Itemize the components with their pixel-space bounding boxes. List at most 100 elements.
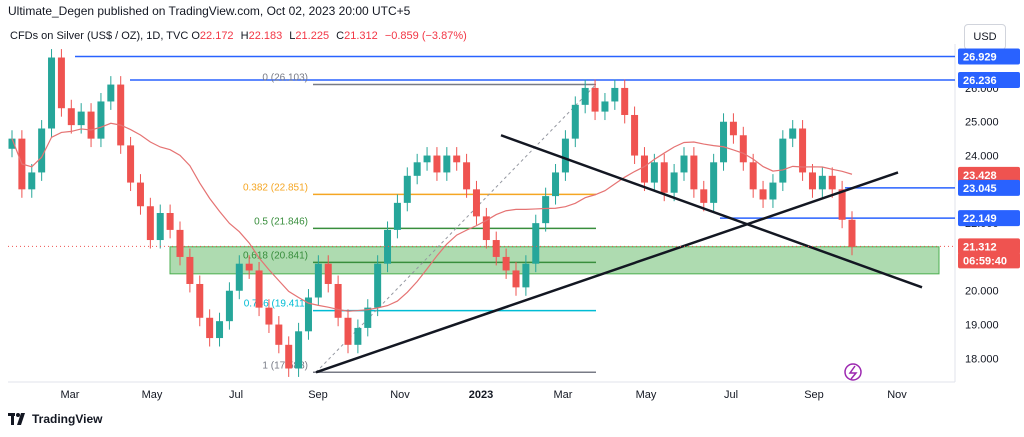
candle-body [206, 317, 214, 339]
candle-body [720, 121, 728, 163]
price-scale-badge [958, 166, 1020, 183]
y-tick-label: 25.000 [965, 117, 999, 129]
candle-body [433, 155, 441, 173]
price-scale-label: 23.428 [963, 170, 997, 182]
lightning-icon [844, 363, 862, 381]
price-scale-badge [958, 252, 1020, 269]
tradingview-icon [8, 413, 25, 425]
candle-body [532, 223, 540, 264]
candle-body [344, 317, 352, 345]
candle-body [650, 162, 658, 183]
candle-body [818, 175, 826, 190]
candle-body [453, 155, 461, 163]
rising-trendline [315, 171, 899, 374]
price-scale-badge [958, 210, 1020, 227]
candle-body [403, 175, 411, 203]
x-tick-label: Sep [308, 389, 328, 401]
low-value: 21.225 [295, 30, 330, 42]
candle-body [176, 229, 184, 257]
candle-body [621, 87, 629, 115]
lightning-bolt-icon [848, 365, 858, 380]
x-tick-label: 2023 [469, 389, 493, 401]
publisher-header: Ultimate_Degen published on TradingView.… [8, 4, 411, 18]
change-value: −0.859 (−3.87%) [384, 30, 467, 42]
tradingview-logo[interactable]: TradingView [8, 412, 102, 426]
open-value: 22.172 [199, 30, 234, 42]
price-scale-badge [958, 48, 1020, 65]
candle-body [413, 162, 421, 176]
fib-level-label: 0.382 (22.851) [243, 182, 308, 193]
candle-body [384, 229, 392, 264]
candle-body [304, 297, 312, 332]
candle-body [57, 57, 65, 109]
price-scale-label: 26.929 [963, 52, 997, 64]
y-tick-label: 20.000 [965, 286, 999, 298]
candle-body [611, 87, 619, 102]
close-label: C [336, 30, 345, 42]
x-tick-label: May [636, 389, 657, 401]
candle-body [97, 101, 105, 139]
candle-body [364, 307, 372, 328]
candle-body [799, 128, 807, 173]
price-scale-label: 06:59:40 [963, 255, 1007, 267]
symbol-name: CFDs on Silver (US$ / OZ), 1D, TVC [10, 30, 189, 42]
candle-body [393, 202, 401, 230]
brand-label: TradingView [32, 412, 103, 426]
candle-body [216, 321, 224, 339]
candle-body [136, 182, 144, 207]
candle-body [374, 263, 382, 308]
candle-body [275, 324, 283, 345]
candle-body [117, 84, 125, 146]
candle-body [87, 111, 95, 139]
candle-body [334, 283, 342, 318]
candle-body [631, 114, 639, 156]
candle-body [463, 162, 471, 190]
candle-body [739, 135, 747, 163]
candle-body [77, 111, 85, 126]
price-scale-label: 22.149 [963, 213, 997, 225]
fib-level-label: 0 (26.103) [262, 72, 308, 83]
candle-body [295, 331, 303, 369]
falling-trendline [500, 134, 923, 289]
candle-body [225, 290, 233, 322]
candle-body [502, 256, 510, 271]
fib-level-label: 0.786 (19.411) [244, 299, 308, 310]
candle-body [779, 138, 787, 183]
x-tick-label: Jul [724, 389, 738, 401]
fib-level-label: 1 (17.588) [262, 360, 308, 371]
high-value: 22.183 [248, 30, 283, 42]
candle-body [789, 128, 797, 139]
x-tick-label: Jul [229, 389, 243, 401]
candle-body [423, 155, 431, 163]
y-tick-label: 24.000 [965, 151, 999, 163]
candle-body [67, 108, 75, 126]
candle-body [8, 138, 16, 149]
candle-body [690, 155, 698, 190]
x-tick-label: Nov [887, 389, 907, 401]
low-label: L [289, 30, 296, 42]
candle-body [660, 162, 668, 193]
y-tick-label: 18.000 [965, 353, 999, 365]
price-scale-label: 21.312 [963, 241, 997, 253]
close-value: 21.312 [344, 30, 378, 42]
candle-body [314, 263, 322, 298]
candle-body [552, 172, 560, 197]
high-label: H [240, 30, 249, 42]
y-tick-label: 19.000 [965, 320, 999, 332]
candle-body [443, 155, 451, 173]
candle-body [769, 182, 777, 200]
candle-body [38, 128, 46, 173]
candle-body [591, 87, 599, 112]
symbol-legend: CFDs on Silver (US$ / OZ), 1D, TVC O22.1… [10, 30, 471, 42]
demand-zone [169, 246, 940, 275]
candle-body [680, 155, 688, 173]
candle-body [146, 206, 154, 241]
x-tick-label: May [142, 389, 163, 401]
candle-body [670, 172, 678, 193]
candle-body [710, 162, 718, 203]
candle-body [848, 219, 856, 247]
candle-body [107, 84, 115, 102]
candle-body [196, 283, 204, 318]
currency-button[interactable]: USD [964, 24, 1006, 50]
